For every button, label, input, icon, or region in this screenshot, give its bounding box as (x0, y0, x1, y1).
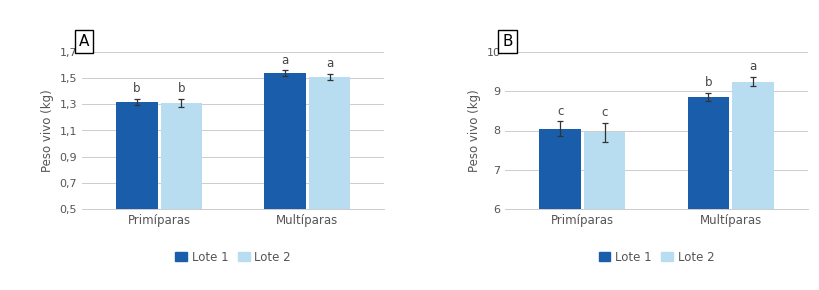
Bar (264, 73, 305, 274)
Bar (583, 133, 625, 290)
Text: B: B (502, 34, 512, 49)
Text: a: a (281, 54, 288, 67)
Bar (539, 128, 580, 290)
Bar (687, 97, 728, 290)
Legend: Lote 1, Lote 2: Lote 1, Lote 2 (170, 246, 296, 269)
Bar (116, 102, 157, 274)
Legend: Lote 1, Lote 2: Lote 1, Lote 2 (593, 246, 718, 269)
Bar (161, 103, 201, 274)
Y-axis label: Peso vivo (kg): Peso vivo (kg) (41, 89, 54, 172)
Text: c: c (600, 106, 607, 119)
Text: b: b (178, 82, 185, 95)
Text: A: A (79, 34, 89, 49)
Text: b: b (133, 81, 140, 95)
Y-axis label: Peso vivo (kg): Peso vivo (kg) (468, 89, 480, 172)
Text: c: c (556, 105, 563, 117)
Text: a: a (749, 60, 756, 73)
Text: b: b (704, 76, 711, 89)
Bar (731, 81, 772, 290)
Bar (309, 77, 350, 274)
Text: a: a (325, 57, 333, 70)
